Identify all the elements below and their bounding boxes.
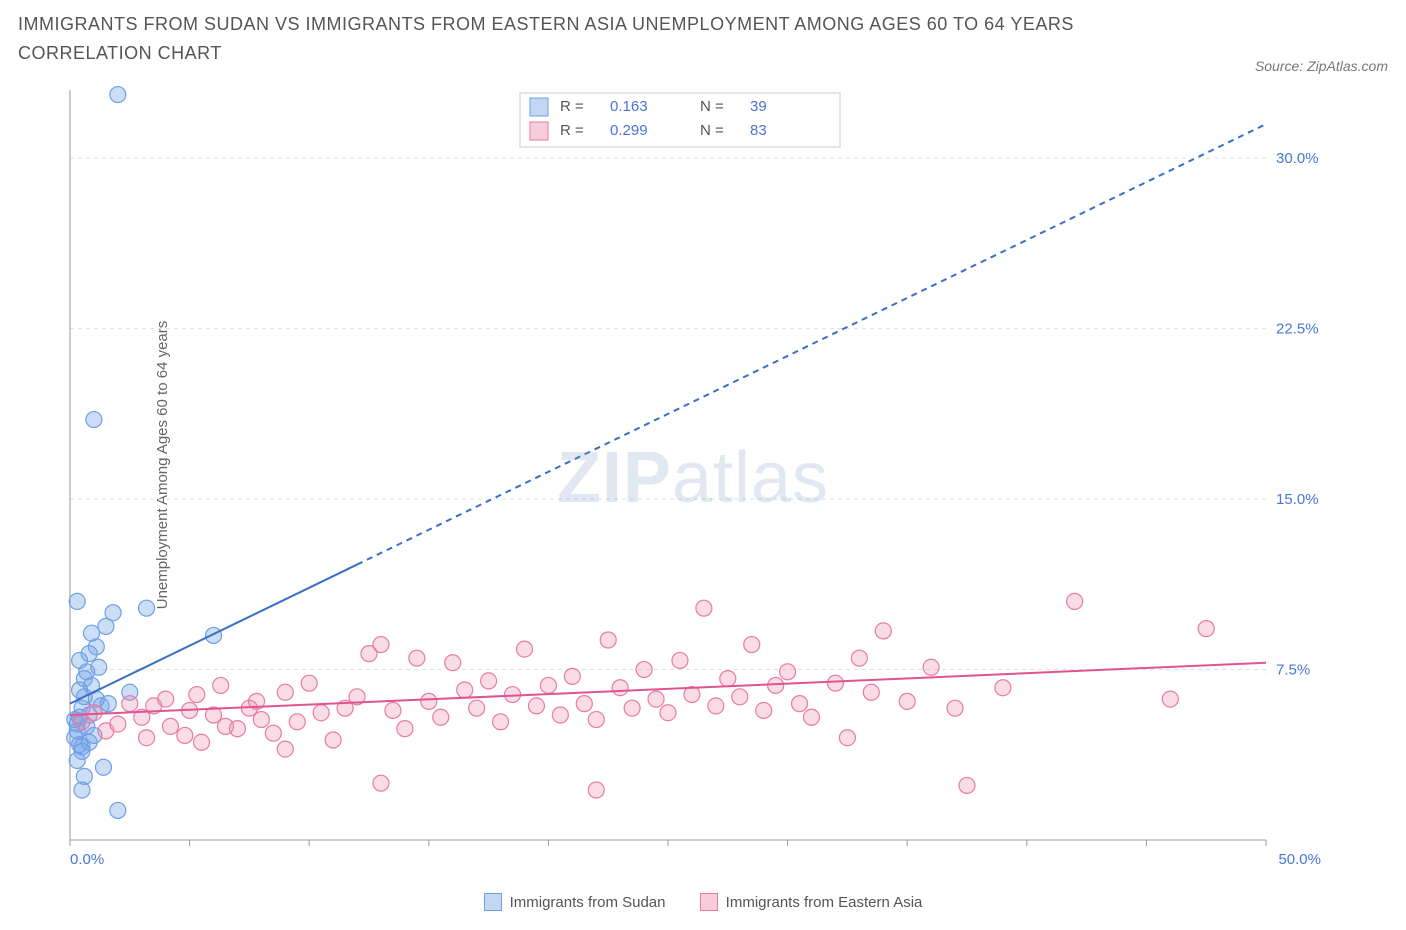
source-credit: Source: ZipAtlas.com: [1255, 58, 1388, 74]
svg-text:39: 39: [750, 98, 767, 115]
scatter-plot-svg: 7.5% 15.0% 22.5% 30.0% 0.0% 50.0% R = 0.163 N = 3…: [60, 85, 1326, 870]
bottom-legend: Immigrants from Sudan Immigrants from Ea…: [0, 893, 1406, 915]
chart-plot-area: 7.5% 15.0% 22.5% 30.0% 0.0% 50.0% R = 0.163 N = 3…: [60, 85, 1326, 870]
svg-text:50.0%: 50.0%: [1278, 851, 1321, 868]
legend-label-easia: Immigrants from Eastern Asia: [726, 894, 923, 911]
svg-text:R =: R =: [560, 98, 584, 115]
legend-label-sudan: Immigrants from Sudan: [510, 894, 666, 911]
legend-item-easia: Immigrants from Eastern Asia: [700, 893, 923, 911]
svg-text:22.5%: 22.5%: [1276, 321, 1319, 338]
legend-item-sudan: Immigrants from Sudan: [484, 893, 666, 911]
svg-text:7.5%: 7.5%: [1276, 662, 1310, 679]
svg-text:N =: N =: [700, 98, 724, 115]
svg-text:0.163: 0.163: [610, 98, 648, 115]
legend-swatch-sudan: [484, 893, 502, 911]
svg-text:83: 83: [750, 122, 767, 139]
legend-swatch-easia: [700, 893, 718, 911]
svg-text:R =: R =: [560, 122, 584, 139]
svg-text:0.0%: 0.0%: [70, 851, 104, 868]
svg-text:N =: N =: [700, 122, 724, 139]
svg-text:30.0%: 30.0%: [1276, 150, 1319, 167]
svg-text:0.299: 0.299: [610, 122, 648, 139]
svg-text:15.0%: 15.0%: [1276, 491, 1319, 508]
chart-title: IMMIGRANTS FROM SUDAN VS IMMIGRANTS FROM…: [18, 10, 1206, 68]
